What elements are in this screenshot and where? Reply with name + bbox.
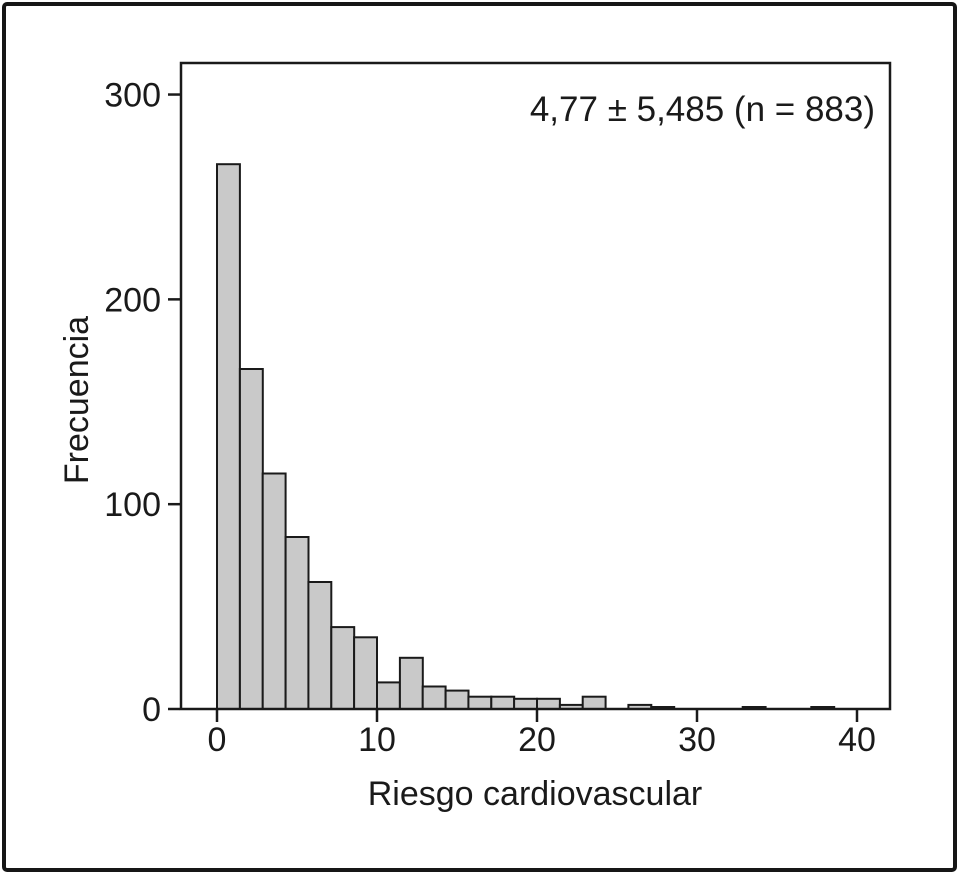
y-tick-label: 200	[104, 281, 161, 319]
histogram-bar	[421, 685, 447, 710]
x-tick-label: 20	[518, 721, 556, 759]
histogram-bar	[216, 163, 241, 710]
histogram-bar	[536, 697, 561, 710]
histogram-bar	[376, 681, 401, 711]
y-tick-label: 300	[104, 77, 161, 115]
histogram-bar	[398, 656, 424, 710]
histogram-bar	[261, 472, 287, 710]
bars-group	[216, 163, 836, 711]
histogram-bar	[330, 626, 356, 710]
histogram-bar	[353, 636, 379, 710]
histogram-bar	[467, 695, 493, 711]
y-axis-title: Frecuencia	[58, 316, 96, 484]
histogram-bar	[513, 697, 538, 710]
y-tick-label: 0	[142, 691, 161, 729]
histogram-bar	[490, 695, 516, 711]
plot-frame	[179, 61, 892, 711]
histogram-bar	[581, 695, 607, 711]
x-axis-ticks: 0 10 20 30 40	[208, 710, 876, 759]
x-axis-title: Riesgo cardiovascular	[368, 775, 703, 813]
histogram-bar	[444, 689, 470, 710]
stats-annotation: 4,77 ± 5,485 (n = 883)	[530, 90, 875, 129]
y-axis-ticks: 0 100 200 300	[104, 77, 180, 729]
histogram-bar	[284, 536, 310, 710]
x-tick-label: 40	[838, 721, 876, 759]
y-tick-label: 100	[104, 486, 161, 524]
histogram-bar	[307, 581, 333, 710]
histogram-bar	[238, 368, 264, 710]
x-tick-label: 30	[678, 721, 716, 759]
x-tick-label: 10	[358, 721, 396, 759]
x-tick-label: 0	[208, 721, 227, 759]
